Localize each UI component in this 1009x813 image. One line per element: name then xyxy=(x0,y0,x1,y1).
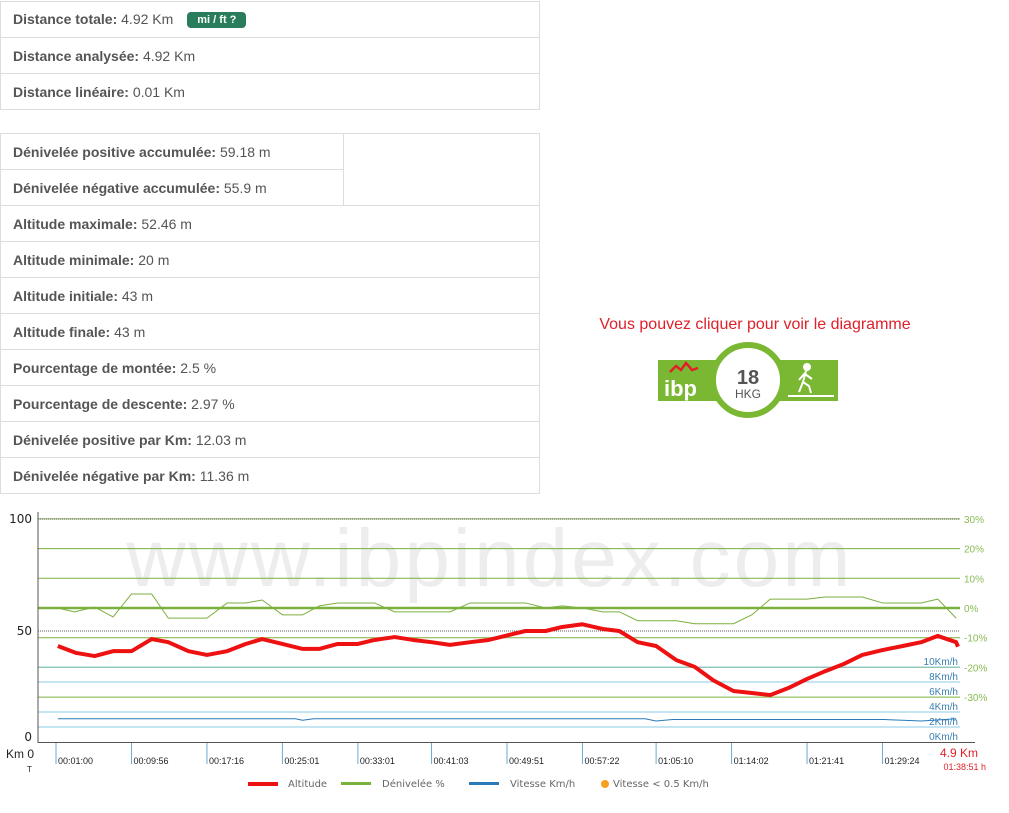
stat-label: Dénivelée négative accumulée: xyxy=(13,179,220,196)
stat-value: 4.92 Km xyxy=(142,47,196,64)
legend-label: Dénivelée % xyxy=(382,778,445,790)
empty-cell xyxy=(343,133,540,206)
stat-row: Distance totale: 4.92 Km mi / ft ? xyxy=(0,1,540,38)
stat-value: 55.9 m xyxy=(223,179,267,196)
stat-value: 52.46 m xyxy=(141,215,192,232)
stat-row: Pourcentage de montée: 2.5 % xyxy=(0,349,540,386)
legend-swatch xyxy=(601,780,609,788)
series-speed xyxy=(57,718,957,722)
speed-tick-label: 2Km/h xyxy=(929,717,958,728)
time-tick-label: 00:25:01 xyxy=(284,756,319,766)
altitude-tick-label: 100 xyxy=(9,512,32,526)
stat-row: Distance analysée: 4.92 Km xyxy=(0,37,540,74)
distance-table: Distance totale: 4.92 Km mi / ft ? Distan… xyxy=(0,1,540,110)
stat-value: 0.01 Km xyxy=(132,83,185,100)
click-diagram-message: Vous pouvez cliquer pour voir le diagram… xyxy=(599,316,911,333)
stat-value: 12.03 m xyxy=(195,431,247,448)
stat-value: 2.97 % xyxy=(191,395,235,412)
profile-chart: www.ibpindex.com 30% 20% 10% 0% -10% -20% -30% 1… xyxy=(6,512,987,790)
series-line xyxy=(57,718,957,722)
hiker-icon xyxy=(788,363,834,397)
legend-swatch xyxy=(248,782,278,786)
time-tick-label: 00:01:00 xyxy=(58,756,93,766)
time-tick-label: 01:21:41 xyxy=(809,756,844,766)
end-distance-label: 4.9 Km xyxy=(940,746,978,760)
x-axis-km-label: Km 0 xyxy=(6,747,34,761)
grade-tick-label: 10% xyxy=(964,574,984,585)
time-tick-label: 00:49:51 xyxy=(509,756,544,766)
elevation-table: Dénivelée positive accumulée: 59.18 m Dén… xyxy=(0,133,540,494)
stat-row: Dénivelée positive accumulée: 59.18 m xyxy=(0,133,540,206)
stat-value: 2.5 % xyxy=(180,359,217,376)
stat-label: Dénivelée positive par Km: xyxy=(13,431,192,448)
legend-swatch xyxy=(341,782,371,785)
stat-label: Dénivelée positive accumulée: xyxy=(13,143,217,160)
stat-value: 20 m xyxy=(138,251,170,268)
legend-label: Altitude xyxy=(288,779,327,790)
stat-label: Distance analysée: xyxy=(13,47,140,64)
speed-tick-label: 6Km/h xyxy=(929,687,958,698)
grade-tick-label: 0% xyxy=(964,604,979,615)
ibp-logo: ibp xyxy=(664,360,699,401)
stat-row: Dénivelée négative par Km: 11.36 m xyxy=(0,457,540,494)
time-tick-label: 00:33:01 xyxy=(360,756,395,766)
time-tick-label: 01:29:24 xyxy=(885,756,920,766)
stat-label: Dénivelée négative par Km: xyxy=(13,467,196,484)
stat-row: Altitude initiale: 43 m xyxy=(0,277,540,314)
grade-tick-label: -20% xyxy=(964,663,987,674)
altitude-tick-label: 0 xyxy=(24,730,32,744)
badge-code: HKG xyxy=(735,387,761,401)
end-time-label: 01:38:51 h xyxy=(943,762,986,772)
speed-tick-label: 4Km/h xyxy=(929,702,958,713)
stat-label: Altitude minimale: xyxy=(13,251,135,268)
stat-label: Altitude initiale: xyxy=(13,287,118,304)
stat-label: Altitude maximale: xyxy=(13,215,138,232)
stat-row: Distance linéaire: 0.01 Km xyxy=(0,73,540,110)
altitude-tick-label: 50 xyxy=(17,624,32,638)
grade-tick-label: -10% xyxy=(964,634,987,645)
legend-label: Vitesse Km/h xyxy=(510,779,575,790)
unit-toggle-button[interactable]: mi / ft ? xyxy=(187,12,247,28)
svg-text:ibp: ibp xyxy=(664,376,697,401)
legend-label: Vitesse < 0.5 Km/h xyxy=(613,779,709,790)
time-tick-label: 00:57:22 xyxy=(584,756,619,766)
stat-label: Distance linéaire: xyxy=(13,83,129,100)
time-tick-label: 01:05:10 xyxy=(658,756,693,766)
speed-tick-label: 0Km/h xyxy=(929,732,958,743)
grade-tick-label: -30% xyxy=(964,693,987,704)
time-tick-label: 00:41:03 xyxy=(434,756,469,766)
series-line xyxy=(57,622,960,698)
time-tick-label: 01:14:02 xyxy=(734,756,769,766)
stat-row: Dénivelée négative accumulée: 55.9 m xyxy=(0,169,540,206)
stat-value: 11.36 m xyxy=(199,467,250,484)
x-axis-time-label: T xyxy=(27,765,32,774)
ibp-badge[interactable]: ibp 18 HKG xyxy=(658,342,838,418)
speed-tick-label: 8Km/h xyxy=(929,672,958,683)
stat-row: Altitude maximale: 52.46 m xyxy=(0,205,540,242)
stat-value: 59.18 m xyxy=(219,143,271,160)
badge-circle xyxy=(710,342,786,418)
stat-row: Pourcentage de descente: 2.97 % xyxy=(0,385,540,422)
time-tick-label: 00:09:56 xyxy=(133,756,168,766)
speed-tick-label: 10Km/h xyxy=(924,657,958,668)
stat-label: Pourcentage de montée: xyxy=(13,359,177,376)
stat-value: 43 m xyxy=(121,287,154,304)
stat-label: Distance totale: xyxy=(13,11,118,27)
legend-swatch xyxy=(469,782,499,785)
badge-score: 18 xyxy=(737,367,759,389)
grade-tick-label: 30% xyxy=(964,515,984,526)
time-tick-label: 00:17:16 xyxy=(209,756,244,766)
stat-label: Pourcentage de descente: xyxy=(13,395,188,412)
series-altitude xyxy=(57,622,960,698)
stat-row: Altitude minimale: 20 m xyxy=(0,241,540,278)
grade-tick-label: 20% xyxy=(964,545,984,556)
stat-row: Dénivelée positive par Km: 12.03 m xyxy=(0,421,540,458)
stat-label: Altitude finale: xyxy=(13,323,111,340)
stat-row: Altitude finale: 43 m xyxy=(0,313,540,350)
stat-value: 43 m xyxy=(114,323,146,340)
stat-value: 4.92 Km xyxy=(121,11,174,27)
watermark: www.ibpindex.com xyxy=(125,513,853,604)
series-grade xyxy=(57,593,957,625)
